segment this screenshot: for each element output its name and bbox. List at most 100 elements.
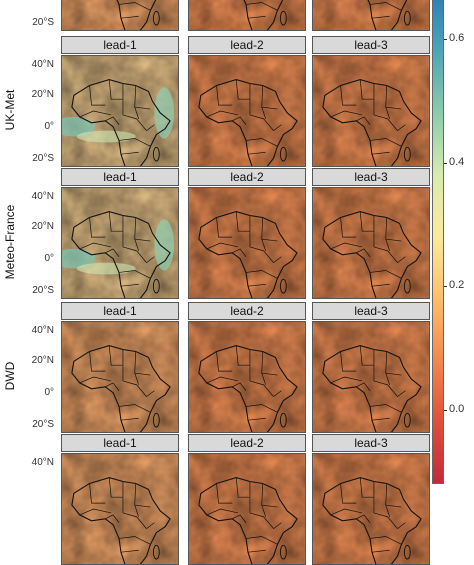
panel-strip-label: lead-3: [312, 168, 430, 186]
panel-strip-label: lead-2: [188, 36, 306, 54]
country-border: [340, 351, 357, 372]
madagascar-outline: [279, 146, 287, 162]
map-panel: [61, 55, 179, 167]
africa-outline: [367, 0, 408, 30]
colorbar-tick-label: 0.0: [449, 402, 465, 415]
country-border: [89, 351, 106, 372]
latitude-tick-label: 40°N: [31, 191, 54, 202]
country-border: [232, 382, 247, 391]
africa-outline: [243, 0, 284, 30]
madagascar-outline: [152, 412, 160, 428]
map-panel: [61, 187, 179, 299]
madagascar-outline: [403, 412, 411, 428]
country-border: [356, 248, 371, 257]
country-border: [232, 248, 247, 257]
country-border: [330, 376, 363, 384]
latitude-tick-label: 20°S: [32, 17, 54, 28]
panel-strip-label: lead-2: [188, 168, 306, 186]
country-border: [122, 114, 147, 131]
country-border: [397, 390, 406, 397]
country-border: [216, 85, 233, 106]
country-border: [108, 79, 123, 100]
country-border: [134, 85, 151, 110]
row-label: UK-Met: [3, 89, 17, 131]
madagascar-outline: [152, 146, 160, 162]
country-border: [273, 256, 282, 263]
country-border: [79, 376, 112, 384]
country-border: [235, 79, 250, 100]
country-border: [79, 110, 112, 118]
country-border: [261, 238, 266, 251]
map-panel: [312, 321, 430, 433]
latitude-tick-label: 40°N: [31, 457, 54, 468]
country-border: [261, 217, 278, 242]
colorbar-tick-label: 0.4: [449, 155, 465, 168]
country-border: [340, 217, 357, 238]
country-border: [385, 238, 390, 251]
madagascar-outline: [403, 10, 411, 26]
map-panel: [61, 0, 179, 31]
latitude-tick-label: 40°N: [31, 325, 54, 336]
map-panel: [188, 187, 306, 299]
country-border: [369, 138, 402, 147]
country-border: [359, 211, 374, 232]
country-border: [261, 106, 266, 119]
country-border: [371, 151, 390, 155]
colorbar-tick-label: 0.2: [449, 279, 465, 292]
country-border: [134, 217, 151, 242]
country-border: [245, 2, 278, 11]
country-border: [79, 242, 112, 250]
country-border: [247, 15, 266, 19]
country-border: [89, 85, 106, 106]
panel-strip-label: lead-1: [61, 168, 179, 186]
country-border: [359, 79, 374, 100]
country-border: [340, 85, 357, 106]
country-border: [146, 256, 155, 263]
latitude-tick-label: 20°N: [31, 89, 54, 100]
country-border: [356, 116, 371, 125]
country-border: [249, 114, 274, 131]
country-border: [330, 110, 363, 118]
country-border: [122, 246, 147, 263]
colorbar: [432, 0, 444, 484]
country-border: [216, 351, 233, 372]
latitude-tick-label: 20°S: [32, 419, 54, 430]
country-border: [235, 211, 250, 232]
country-border: [385, 85, 402, 110]
africa-outline: [116, 0, 157, 30]
country-border: [373, 246, 398, 263]
country-border: [216, 217, 233, 238]
country-border: [108, 345, 123, 366]
latitude-tick-label: 20°N: [31, 221, 54, 232]
country-border: [108, 211, 123, 232]
africa-outline: [198, 345, 298, 432]
country-border: [273, 390, 282, 397]
africa-outline: [322, 211, 422, 298]
country-border: [247, 283, 266, 287]
country-border: [105, 382, 120, 391]
country-border: [120, 283, 139, 287]
country-border: [146, 124, 155, 131]
map-panel: [188, 55, 306, 167]
country-border: [249, 380, 274, 397]
map-panel: [61, 453, 179, 565]
africa-outline: [322, 79, 422, 166]
panel-strip-label: lead-2: [188, 302, 306, 320]
panel-strip-label: lead-3: [312, 302, 430, 320]
latitude-tick-label: 20°S: [32, 153, 54, 164]
map-panel: [188, 453, 306, 565]
country-border: [369, 404, 402, 413]
africa-outline: [198, 211, 298, 298]
madagascar-outline: [403, 146, 411, 162]
country-border: [118, 2, 151, 11]
country-border: [206, 376, 239, 384]
colorbar-tick-mark: [444, 39, 447, 41]
country-border: [247, 151, 266, 155]
country-border: [373, 114, 398, 131]
country-border: [118, 138, 151, 147]
map-panel: [188, 321, 306, 433]
panel-strip-label: lead-2: [188, 434, 306, 452]
map-panel: [188, 0, 306, 31]
latitude-tick-label: 20°N: [31, 355, 54, 366]
country-border: [89, 217, 106, 238]
